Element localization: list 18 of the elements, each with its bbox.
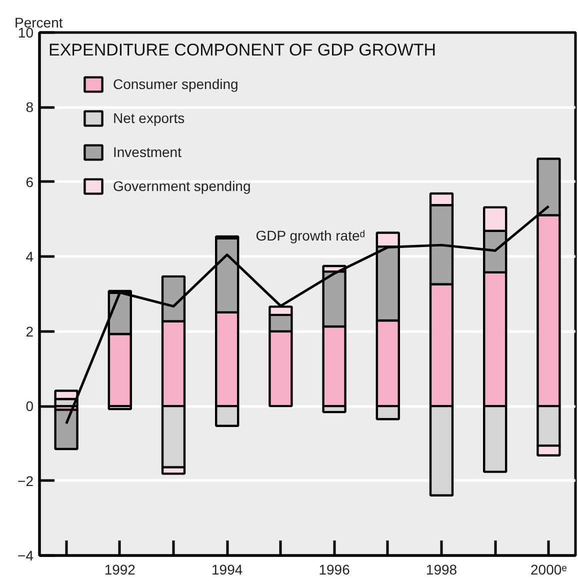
- text: EXPENDITURE COMPONENT OF GDP GROWTH: [48, 40, 436, 60]
- x-tick-label: 1996: [318, 562, 350, 578]
- series-label: GDP growth rateᵈ: [256, 227, 366, 244]
- x-tick-label: 1994: [212, 562, 243, 578]
- x-tick-label: 1992: [104, 562, 136, 578]
- y-tick-label: 0: [26, 398, 34, 414]
- y-tick-label: −2: [18, 472, 34, 489]
- y-tick-label: 2: [26, 323, 34, 340]
- legend-label: Government spending: [113, 178, 251, 194]
- y-tick-label: −4: [18, 548, 34, 564]
- x-tick-label: 1998: [426, 562, 458, 578]
- y-tick-label: 6: [26, 174, 34, 190]
- y-tick-label: 4: [26, 248, 34, 265]
- legend-label: Consumer spending: [113, 76, 238, 92]
- y-tick-label: 8: [26, 99, 34, 116]
- legend-label: Investment: [113, 144, 182, 160]
- x-tick-label: 2000ᵉ: [530, 562, 567, 578]
- legend-label: Net exports: [113, 110, 185, 126]
